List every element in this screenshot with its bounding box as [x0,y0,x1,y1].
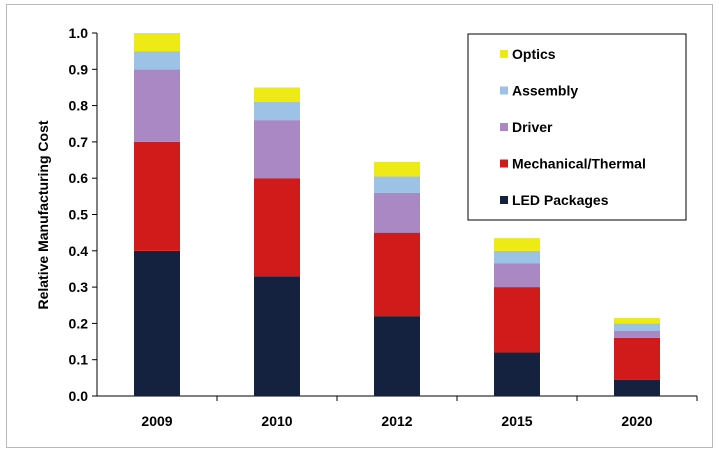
bar-segment-assembly-2020 [614,323,660,331]
legend-label: LED Packages [512,192,609,208]
y-tick-label: 0.5 [69,207,89,223]
legend-swatch [500,50,508,58]
x-tick-label: 2020 [621,413,652,429]
legend-swatch [500,123,508,131]
legend-label: Driver [512,119,553,135]
y-tick-label: 0.9 [69,61,89,77]
bar-segment-driver-2010 [254,120,300,179]
bar-segment-mechanical-thermal-2020 [614,337,660,380]
bar-segment-driver-2020 [614,330,660,338]
y-tick-label: 0.0 [69,388,89,404]
y-tick-label: 1.0 [69,25,89,41]
bar-segment-mechanical-thermal-2009 [134,141,180,251]
legend-label: Optics [512,46,556,62]
bar-segment-optics-2015 [494,238,540,251]
bar-segment-driver-2012 [374,192,420,233]
y-tick-label: 0.3 [69,279,89,295]
bar-segment-driver-2015 [494,263,540,288]
bar-segment-led-packages-2020 [614,379,660,396]
y-axis-title: Relative Manufacturing Cost [35,120,51,309]
bar-segment-optics-2010 [254,87,300,102]
bar-segment-assembly-2010 [254,101,300,121]
bar-segment-mechanical-thermal-2015 [494,287,540,353]
x-tick-label: 2009 [141,413,172,429]
legend-label: Assembly [512,83,578,99]
x-tick-label: 2010 [261,413,292,429]
legend-swatch [500,159,508,168]
legend-label: Mechanical/Thermal [512,156,646,172]
bar-segment-led-packages-2012 [374,316,420,396]
y-tick-label: 0.4 [69,243,89,259]
y-tick-label: 0.7 [69,134,89,150]
plot-area: 0.0 0.1 0.2 0.3 0.4 0.5 0.6 0.7 0.8 0.9 1.0 2009 201… [69,25,698,429]
bar-segment-assembly-2015 [494,250,540,264]
y-tick-label: 0.1 [69,352,89,368]
y-tick-label: 0.2 [69,315,89,331]
bar-segment-mechanical-thermal-2010 [254,178,300,277]
bar-segment-optics-2020 [614,317,660,324]
y-tick-label: 0.6 [69,170,89,186]
legend-swatch [500,86,508,95]
bar-segment-optics-2009 [134,33,180,52]
bar-segment-led-packages-2010 [254,276,300,396]
bar-segment-assembly-2012 [374,176,420,193]
bar-segment-led-packages-2015 [494,352,540,396]
y-tick-label: 0.8 [69,98,89,114]
bar-segment-led-packages-2009 [134,250,180,396]
bar-segment-assembly-2009 [134,51,180,70]
chart-frame [6,4,713,448]
y-axis-title-group: Relative Manufacturing Cost [35,120,51,309]
legend-swatch [500,196,508,204]
x-tick-label: 2012 [381,413,412,429]
x-tick-label: 2015 [501,413,532,429]
bar-segment-optics-2012 [374,161,420,177]
legend: Optics Assembly Driver Mechanical/Thermal LE… [467,33,687,221]
bar-segment-driver-2009 [134,69,180,142]
bar-segment-mechanical-thermal-2012 [374,232,420,317]
